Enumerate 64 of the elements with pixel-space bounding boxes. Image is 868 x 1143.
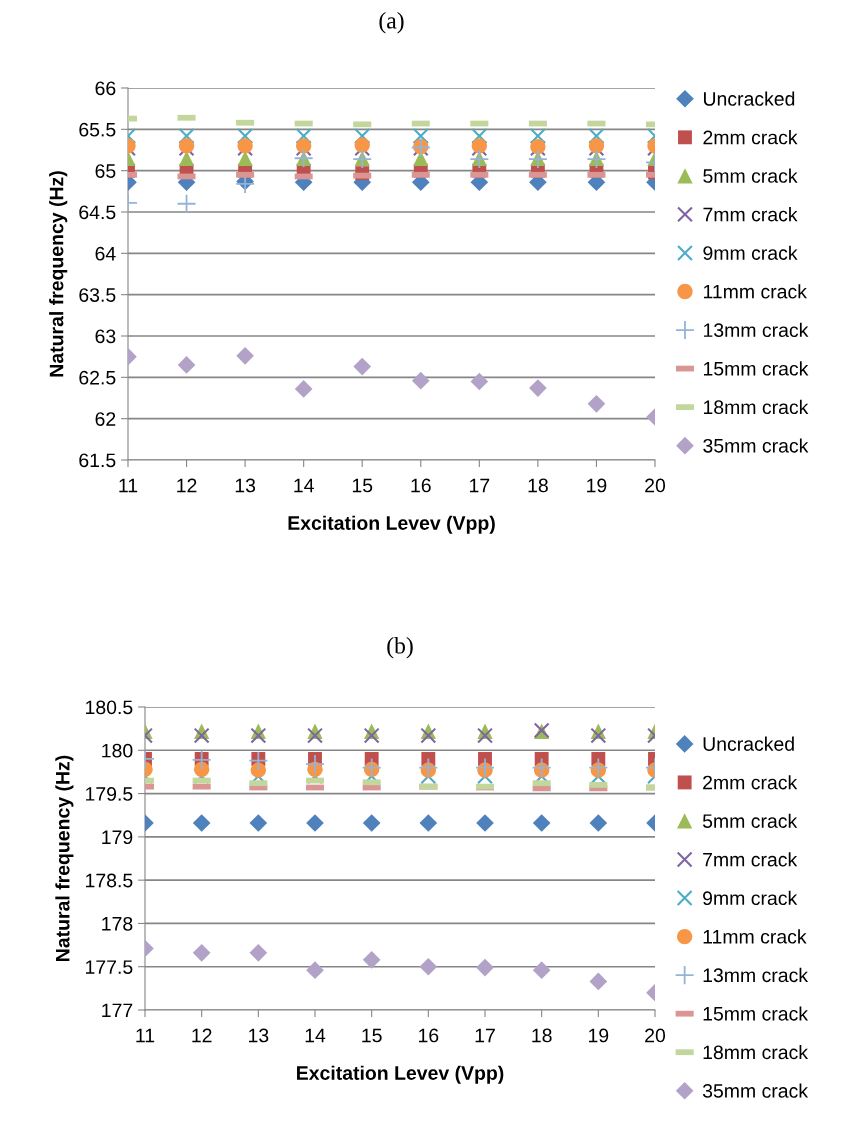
x-tick-label: 12 [177,478,197,493]
legend-label: 18mm crack [703,399,809,415]
y-tick-label: 65.5 [79,122,116,137]
y-tick-label: 180.5 [86,700,133,715]
x-tick-label: 17 [475,1028,495,1043]
y-tick-label: 179 [102,830,133,845]
legend-label: 5mm crack [703,168,798,183]
y-axis-title: Natural frequency (Hz) [55,755,74,961]
x-tick-label: 13 [249,1028,269,1043]
legend-label: 15mm crack [703,361,809,376]
y-tick-label: 63.5 [79,288,116,302]
legend-label: Uncracked [703,91,795,106]
x-tick-label: 15 [352,478,373,493]
y-tick-label: 64.5 [79,205,116,220]
x-tick-label: 17 [470,478,490,493]
legend-label: Uncracked [703,736,794,751]
x-axis-title: Excitation Levev (Vpp) [288,515,495,534]
legend-label: 35mm crack [702,1083,809,1098]
legend-label: 15mm crack [703,1006,809,1021]
x-tick-label: 13 [235,478,256,493]
legend-label: 2mm crack [703,775,798,790]
y-tick-label: 178.5 [86,873,133,888]
y-tick-label: 61.5 [79,453,116,468]
x-tick-label: 19 [587,478,607,493]
x-tick-label: 16 [419,1028,439,1043]
x-tick-label: 12 [192,1028,212,1043]
y-tick-label: 177 [102,1003,133,1018]
x-axis-title: Excitation Levev (Vpp) [297,1065,504,1084]
chart-title: (a) [379,12,404,34]
y-tick-label: 62 [95,412,116,426]
y-tick-label: 62.5 [79,370,116,385]
x-tick-label: 18 [528,478,548,493]
legend-label: 2mm crack [703,130,798,145]
x-tick-label: 19 [589,1028,609,1043]
x-tick-label: 20 [645,478,666,493]
legend-label: 11mm crack [703,284,807,299]
y-axis-title: Natural frequency (Hz) [49,171,68,377]
y-tick-label: 178 [102,916,133,931]
x-tick-label: 14 [294,478,314,493]
x-tick-label: 11 [136,1028,155,1043]
legend-label: 13mm crack [703,322,809,338]
legend-label: 7mm crack [703,852,798,867]
x-tick-label: 20 [645,1028,666,1043]
x-tick-label: 16 [411,478,431,493]
y-tick-label: 180 [102,743,133,758]
y-tick-label: 64 [95,246,116,261]
legend-label: 11mm crack [703,929,807,944]
y-tick-label: 63 [95,329,116,344]
x-tick-label: 18 [532,1028,552,1043]
legend-label: 13mm crack [703,967,809,983]
y-tick-label: 177.5 [86,960,133,974]
legend-label: 7mm crack [703,207,798,222]
legend-label: 9mm crack [703,890,798,906]
legend-label: 35mm crack [703,438,809,453]
legend-label: 18mm crack [703,1044,809,1060]
legend-label: 9mm crack [703,245,798,260]
chart-title: (b) [387,637,413,659]
x-tick-label: 11 [119,478,138,493]
x-tick-label: 15 [362,1028,382,1043]
y-tick-label: 179.5 [86,787,133,801]
y-tick-label: 66 [95,81,116,96]
y-tick-label: 65 [95,164,116,178]
legend-label: 5mm crack [702,813,798,828]
x-tick-label: 14 [305,1028,326,1043]
